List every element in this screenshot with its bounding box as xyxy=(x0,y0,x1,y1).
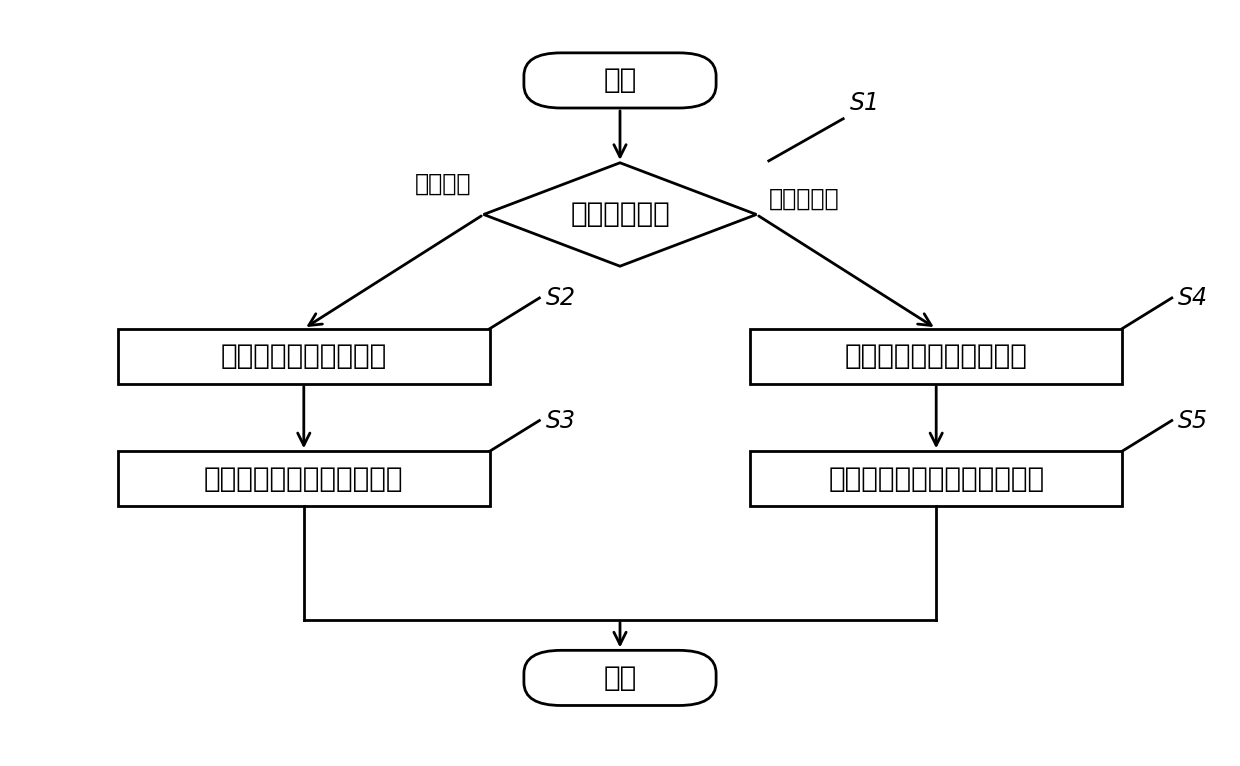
Text: 扩展性点蚀时变啮合刚度计算: 扩展性点蚀时变啮合刚度计算 xyxy=(828,465,1044,493)
Text: 扩展性点蚀轮齿变化分析: 扩展性点蚀轮齿变化分析 xyxy=(844,342,1028,370)
Text: S2: S2 xyxy=(546,286,575,310)
Text: 早期点蚀轮齿变化分析: 早期点蚀轮齿变化分析 xyxy=(221,342,387,370)
Polygon shape xyxy=(484,162,756,267)
Text: 结束: 结束 xyxy=(604,664,636,692)
Text: 早期点蚀: 早期点蚀 xyxy=(414,172,471,196)
Text: S1: S1 xyxy=(849,91,879,115)
Bar xyxy=(118,451,490,506)
Text: 点蚀程度判定: 点蚀程度判定 xyxy=(570,201,670,228)
Text: 早期点蚀时变啮合刚度计算: 早期点蚀时变啮合刚度计算 xyxy=(205,465,403,493)
Bar xyxy=(118,329,490,384)
FancyBboxPatch shape xyxy=(523,650,717,705)
Text: S3: S3 xyxy=(546,408,575,433)
Bar xyxy=(750,329,1122,384)
FancyBboxPatch shape xyxy=(523,53,717,108)
Bar xyxy=(750,451,1122,506)
Text: 开始: 开始 xyxy=(604,67,636,94)
Text: 扩展性点蚀: 扩展性点蚀 xyxy=(769,187,839,211)
Text: S4: S4 xyxy=(1178,286,1208,310)
Text: S5: S5 xyxy=(1178,408,1208,433)
